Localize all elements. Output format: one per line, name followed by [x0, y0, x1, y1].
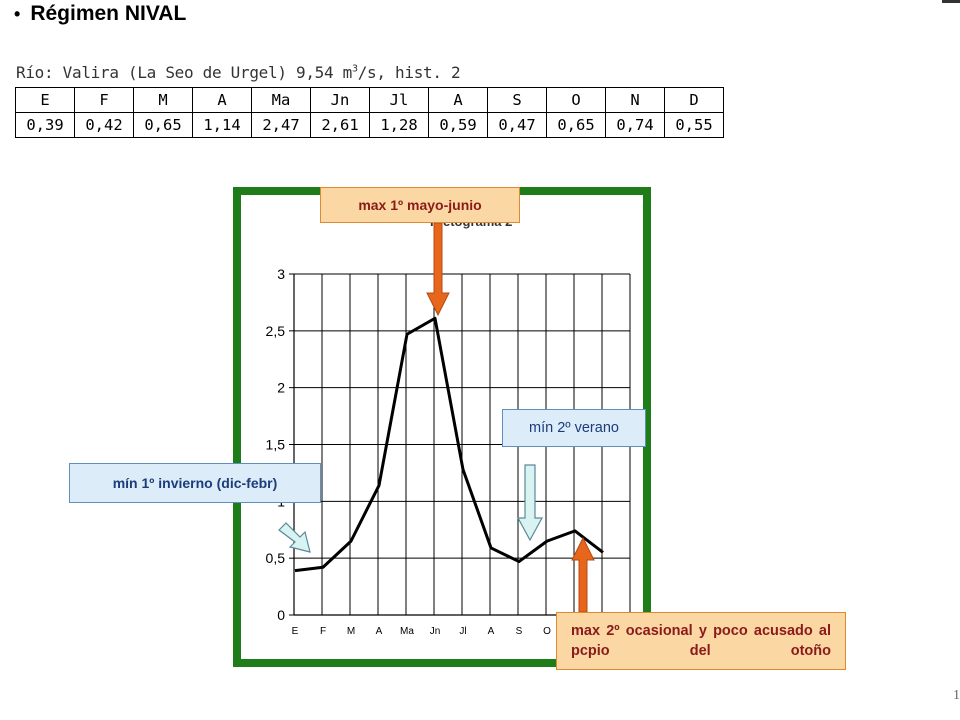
river-caption-suffix: /s, hist. 2 [357, 63, 461, 82]
x-tick-label: O [543, 626, 551, 637]
arrow-max-secondary [571, 536, 595, 613]
x-tick-label: Ma [400, 626, 414, 637]
flow-table-month-cell: A [428, 87, 488, 113]
flow-table-value-cell: 0,39 [15, 112, 75, 138]
chart-axes: 00,511,522,53EFMAMaJnJlASOND [266, 266, 630, 637]
callout-min-primary: mín 1º invierno (dic-febr) [69, 463, 321, 503]
arrow-min-primary [278, 522, 311, 553]
x-tick-label: Jn [430, 626, 441, 637]
flow-table-value-cell: 0,55 [664, 112, 724, 138]
flow-table-value-cell: 0,65 [133, 112, 193, 138]
arrow-max-primary [426, 222, 450, 317]
flow-table-month-cell: Ma [251, 87, 311, 113]
flow-table-month-cell: O [546, 87, 606, 113]
flow-table-value-cell: 1,14 [192, 112, 252, 138]
flow-table-month-cell: Jn [310, 87, 370, 113]
x-tick-label: S [516, 626, 523, 637]
x-tick-label: E [292, 626, 299, 637]
page-number: 1 [953, 688, 960, 703]
flow-table-month-cell: Jl [369, 87, 429, 113]
chart-series [294, 316, 604, 573]
x-tick-label: A [488, 626, 495, 637]
y-tick-label: 2 [277, 380, 285, 396]
river-caption-sup: 3 [351, 63, 358, 75]
callout-min-secondary: mín 2º verano [502, 409, 646, 447]
flow-table-month-cell: A [192, 87, 252, 113]
x-tick-label: F [320, 626, 326, 637]
series-line [294, 316, 604, 573]
arrow-min-secondary [516, 464, 544, 542]
x-tick-label: Jl [459, 626, 466, 637]
corner-mark [942, 0, 960, 3]
flow-table-header-row: E F M A Ma Jn Jl A S O N D [15, 87, 724, 113]
flow-table-value-cell: 2,61 [310, 112, 370, 138]
title-bullet: • [14, 4, 21, 24]
flow-table-values-row: 0,39 0,42 0,65 1,14 2,47 2,61 1,28 0,59 0,47 0,65… [15, 112, 724, 138]
callout-max-primary: max 1º mayo-junio [320, 187, 520, 223]
title-text: Régimen NIVAL [30, 2, 187, 25]
flow-table-value-cell: 2,47 [251, 112, 311, 138]
river-caption-prefix: Río: Valira (La Seo de Urgel) 9,54 m [16, 63, 352, 82]
y-tick-label: 3 [277, 266, 285, 282]
callout-max-secondary: max 2º ocasional y poco acusado al pcpio… [556, 612, 846, 670]
flow-table-value-cell: 0,47 [487, 112, 547, 138]
x-tick-label: A [376, 626, 383, 637]
y-tick-label: 0,5 [266, 550, 286, 566]
y-tick-label: 0 [277, 607, 285, 623]
flow-table-value-cell: 0,59 [428, 112, 488, 138]
chart-arrows [278, 222, 595, 613]
page-title: • Régimen NIVAL [14, 2, 186, 26]
flow-table: E F M A Ma Jn Jl A S O N D 0,39 0,42 0,65 1,14 2,47 2,61… [15, 87, 724, 138]
flow-table-month-cell: D [664, 87, 724, 113]
flow-table-value-cell: 1,28 [369, 112, 429, 138]
flow-table-value-cell: 0,74 [605, 112, 665, 138]
x-tick-label: M [347, 626, 355, 637]
flow-table-month-cell: E [15, 87, 75, 113]
y-tick-label: 2,5 [266, 323, 286, 339]
river-caption: Río: Valira (La Seo de Urgel) 9,54 m3/s,… [16, 63, 461, 82]
flow-table-value-cell: 0,65 [546, 112, 606, 138]
y-tick-label: 1,5 [266, 437, 286, 453]
